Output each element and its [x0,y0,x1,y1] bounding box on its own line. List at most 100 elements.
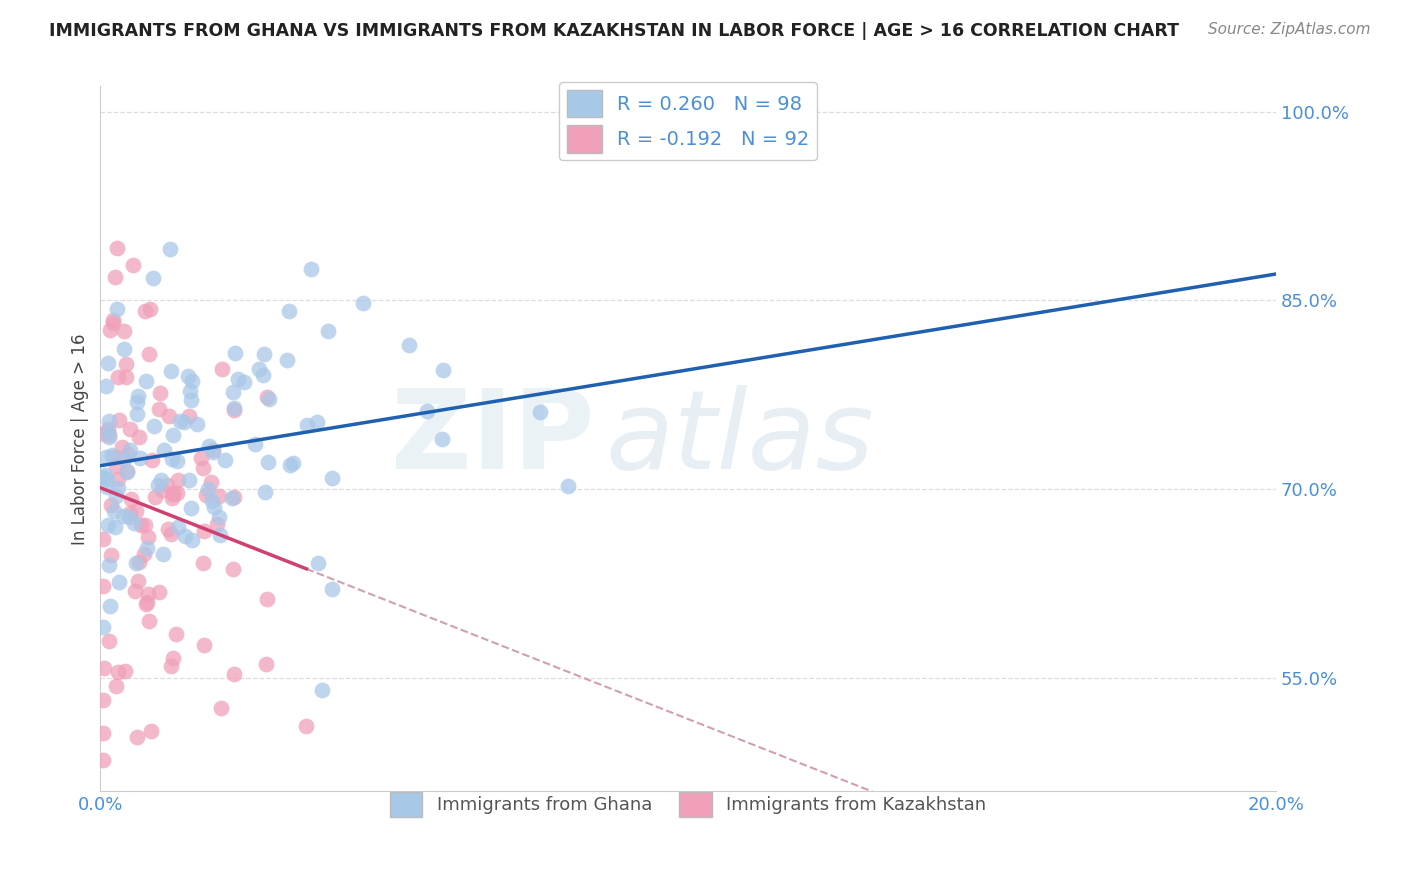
Point [277,304,299,318]
Text: atlas: atlas [606,385,875,492]
Point [98,323,121,337]
Point [430,432,453,446]
Point [167,520,190,534]
Point [148,401,170,416]
Point [118,422,141,436]
Point [247,362,270,376]
Point [202,500,225,514]
Point [104,520,127,534]
Point [176,369,198,384]
Point [125,504,148,518]
Point [107,413,129,427]
Point [96,518,118,533]
Point [117,447,139,461]
Point [186,417,208,432]
Point [179,473,201,487]
Point [118,506,141,520]
Point [173,415,195,429]
Point [159,242,181,256]
Point [174,528,197,542]
Point [98,558,121,573]
Point [301,262,323,277]
Point [233,375,256,389]
Point [135,597,157,611]
Point [97,425,120,439]
Point [97,633,120,648]
Point [162,487,184,501]
Point [166,473,188,487]
Point [153,443,176,458]
Point [257,455,280,469]
Point [96,480,118,494]
Point [307,415,329,429]
Point [124,557,146,571]
Point [136,530,159,544]
Point [200,475,222,490]
Point [177,409,200,423]
Point [321,471,343,485]
Point [118,510,141,524]
Point [152,547,174,561]
Point [97,356,120,370]
Point [253,347,276,361]
Point [166,454,188,468]
Point [190,451,212,466]
Point [107,472,129,486]
Point [208,489,231,503]
Point [160,491,183,506]
Point [297,418,319,433]
Point [166,486,188,500]
Point [91,726,114,740]
Point [162,428,184,442]
Point [127,574,149,589]
Point [181,374,204,388]
Point [157,522,180,536]
Point [224,345,246,359]
Point [214,453,236,467]
Text: IMMIGRANTS FROM GHANA VS IMMIGRANTS FROM KAZAKHSTAN IN LABOR FORCE | AGE > 16 CO: IMMIGRANTS FROM GHANA VS IMMIGRANTS FROM… [49,22,1180,40]
Point [416,404,439,418]
Point [352,296,374,310]
Point [165,627,187,641]
Point [432,363,454,377]
Point [105,302,128,317]
Point [180,501,202,516]
Point [224,667,246,681]
Point [101,448,124,462]
Point [142,419,165,434]
Point [243,437,266,451]
Y-axis label: In Labor Force | Age > 16: In Labor Force | Age > 16 [72,333,89,545]
Point [159,409,181,423]
Point [135,595,157,609]
Point [221,491,243,506]
Point [193,638,215,652]
Point [97,422,120,436]
Point [94,378,117,392]
Point [127,730,149,744]
Legend: Immigrants from Ghana, Immigrants from Kazakhstan: Immigrants from Ghana, Immigrants from K… [382,785,994,824]
Point [125,394,148,409]
Point [91,579,114,593]
Point [222,562,245,576]
Point [316,324,339,338]
Point [208,527,231,541]
Point [252,368,274,382]
Point [197,439,219,453]
Point [96,472,118,486]
Point [104,489,127,503]
Text: ZIP: ZIP [391,385,595,492]
Point [211,361,233,376]
Point [152,483,174,497]
Point [135,375,157,389]
Point [96,450,118,464]
Point [104,459,127,474]
Point [208,510,231,524]
Point [91,620,114,634]
Point [103,503,125,517]
Point [222,384,245,399]
Point [112,342,135,356]
Point [115,370,138,384]
Point [93,661,115,675]
Point [128,430,150,444]
Point [93,693,115,707]
